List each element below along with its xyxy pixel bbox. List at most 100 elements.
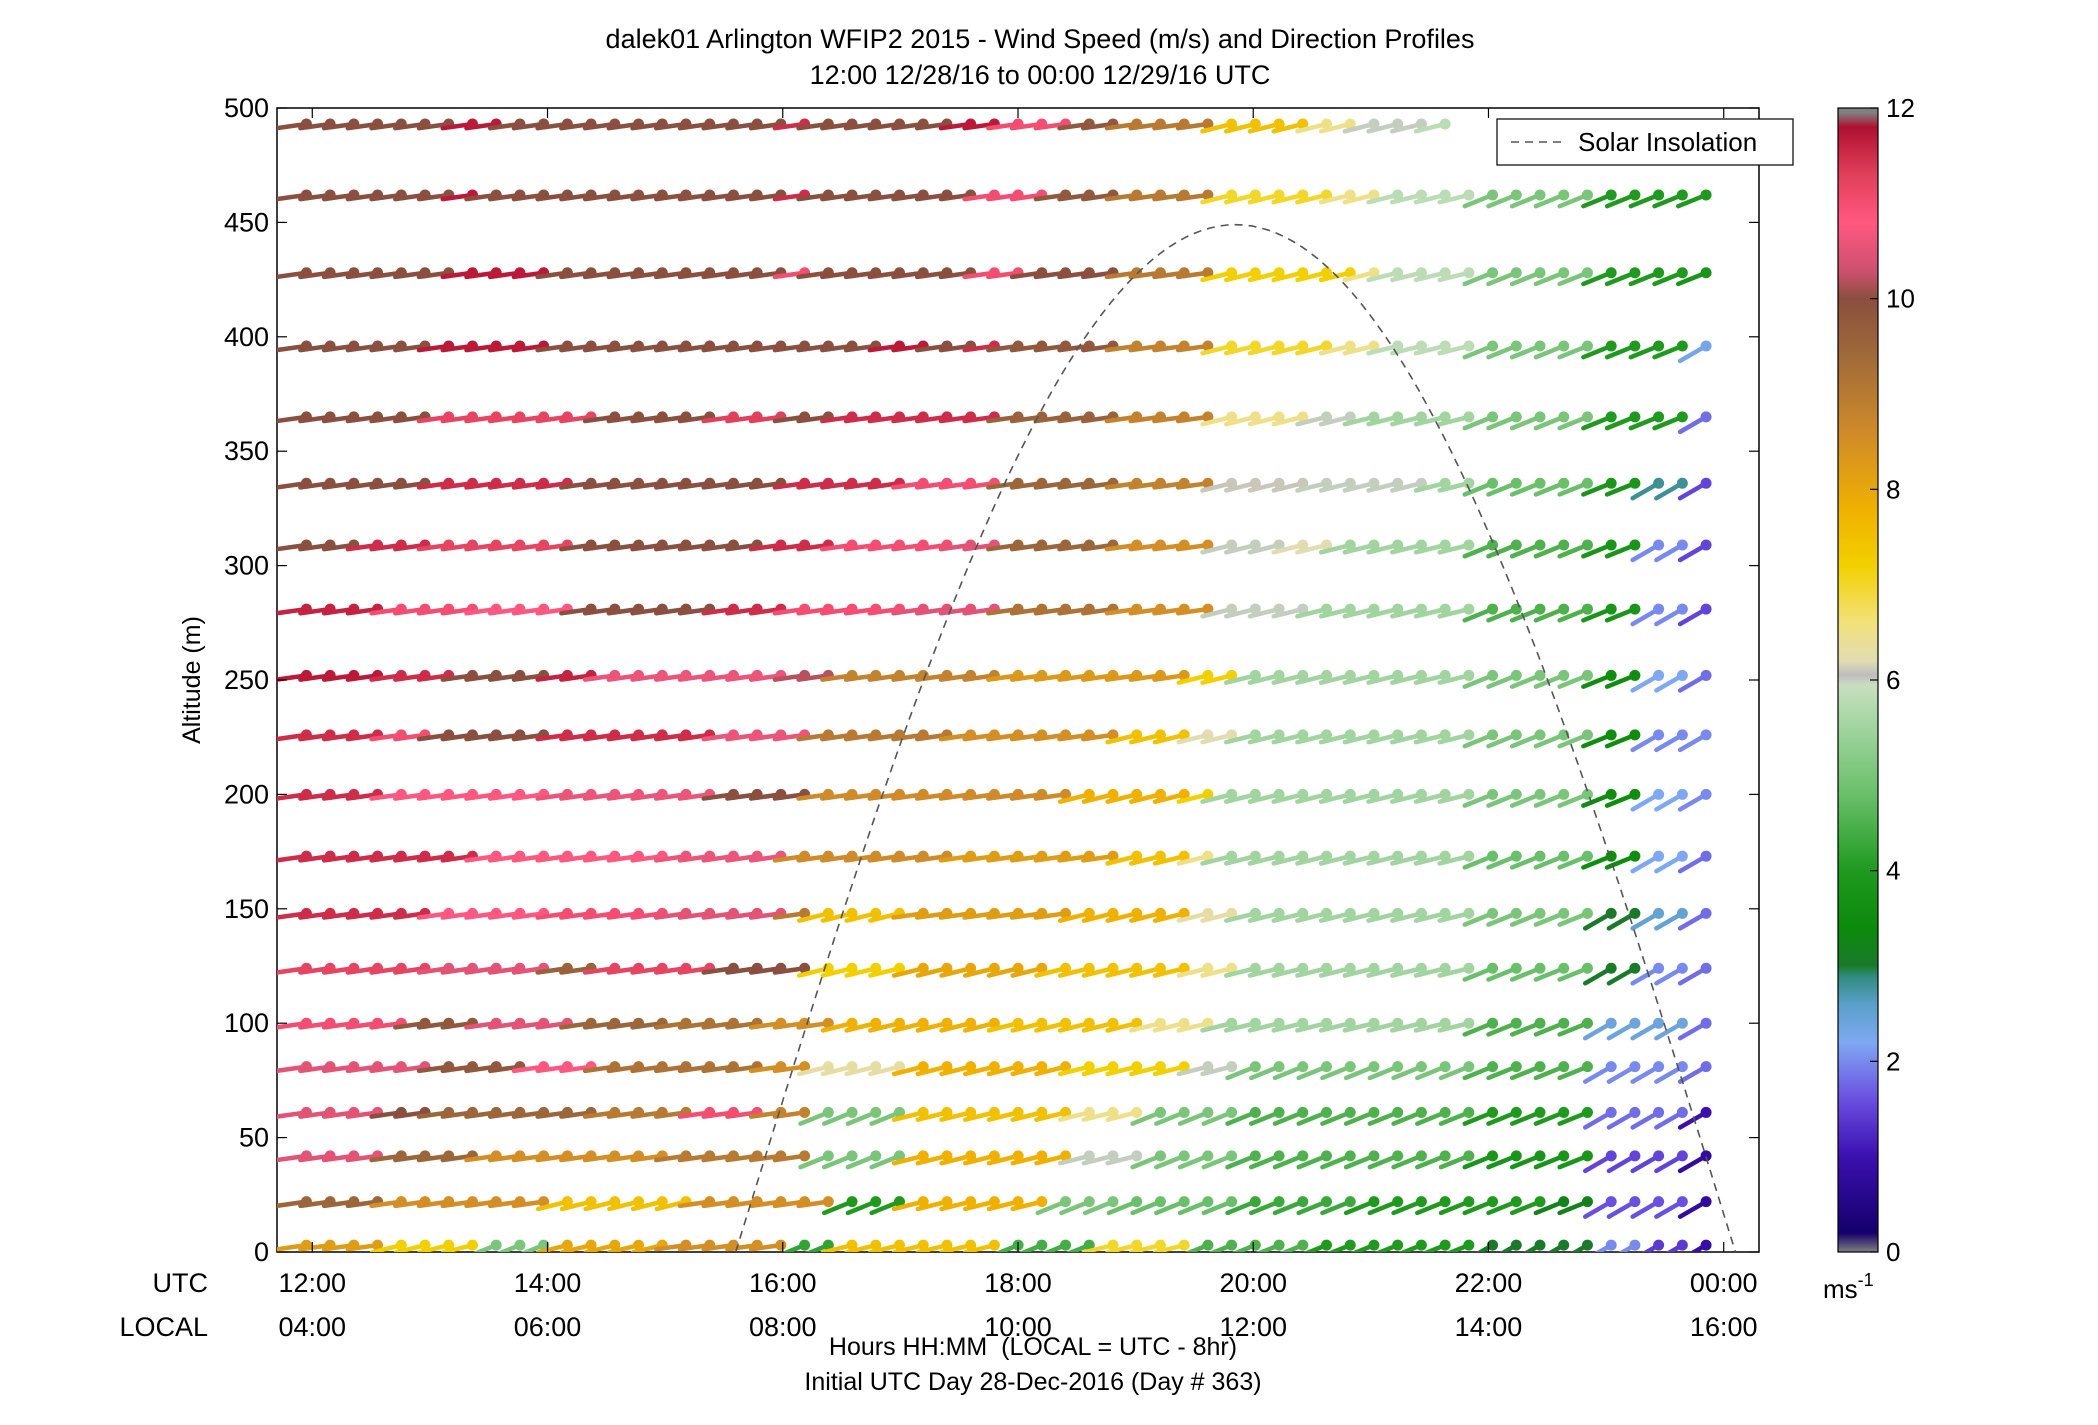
wind-barb-head	[1060, 1150, 1072, 1162]
wind-barb-head	[1439, 729, 1451, 741]
wind-barb-head	[1154, 1061, 1166, 1073]
wind-barb-head	[1154, 1106, 1166, 1118]
wind-barb-head	[609, 1239, 621, 1251]
wind-barb-head	[1202, 189, 1214, 201]
wind-barb-head	[490, 1239, 502, 1251]
wind-barb-head	[1700, 669, 1712, 681]
wind-barb-head	[1605, 1017, 1617, 1029]
wind-barb-head	[1629, 669, 1641, 681]
wind-barb-head	[1510, 603, 1522, 615]
wind-barb-head	[846, 1061, 858, 1073]
wind-barb-head	[1368, 788, 1380, 800]
wind-barb-head	[1131, 850, 1143, 862]
x-tick-label-local: 14:00	[1455, 1312, 1523, 1342]
wind-barb-head	[395, 1239, 407, 1251]
x-tick-label-local: 08:00	[749, 1312, 817, 1342]
wind-barb-head	[1510, 189, 1522, 201]
wind-barb-head	[1392, 1239, 1404, 1251]
wind-barb-head	[1321, 669, 1333, 681]
wind-barb-head	[1629, 411, 1641, 423]
x-tick-label-utc: 14:00	[514, 1268, 582, 1298]
wind-barb-head	[1415, 539, 1427, 551]
wind-barb-head	[1131, 788, 1143, 800]
wind-barb-head	[1321, 1061, 1333, 1073]
wind-barb-head	[1297, 411, 1309, 423]
wind-barb-head	[1392, 411, 1404, 423]
wind-barb-head	[1700, 962, 1712, 974]
wind-barb-head	[1344, 1017, 1356, 1029]
wind-barb-head	[1534, 850, 1546, 862]
wind-barb-head	[1534, 1106, 1546, 1118]
wind-barb-head	[1439, 1150, 1451, 1162]
wind-barb-head	[1463, 962, 1475, 974]
legend: Solar Insolation	[1496, 118, 1794, 166]
wind-barb-head	[1581, 1106, 1593, 1118]
wind-barb-head	[1558, 1017, 1570, 1029]
wind-barb-head	[917, 1106, 929, 1118]
wind-barb-head	[988, 1106, 1000, 1118]
wind-barb-head	[1653, 539, 1665, 551]
wind-barb-head	[1415, 603, 1427, 615]
wind-barb-head	[1534, 539, 1546, 551]
wind-barb-head	[1392, 729, 1404, 741]
wind-barb-head	[1534, 603, 1546, 615]
wind-barb-head	[1107, 788, 1119, 800]
wind-barb-head	[656, 1196, 668, 1208]
wind-barb-head	[1487, 1150, 1499, 1162]
wind-barb-head	[1676, 669, 1688, 681]
wind-barb-head	[1344, 603, 1356, 615]
wind-barb-head	[1581, 907, 1593, 919]
wind-barb-head	[1178, 669, 1190, 681]
wind-barb-head	[965, 962, 977, 974]
wind-barb-head	[1392, 962, 1404, 974]
wind-barb-head	[1653, 788, 1665, 800]
wind-barb-head	[1131, 729, 1143, 741]
y-tick-label: 500	[224, 93, 269, 123]
wind-barb-head	[1487, 539, 1499, 551]
colorbar-unit-exponent: -1	[1858, 1270, 1874, 1290]
wind-barb-head	[1131, 1196, 1143, 1208]
wind-barb-head	[1249, 1106, 1261, 1118]
wind-barb-head	[1060, 1061, 1072, 1073]
wind-barb-head	[1226, 1150, 1238, 1162]
wind-barb-head	[822, 1239, 834, 1251]
wind-barb-head	[1178, 1106, 1190, 1118]
wind-barb-head	[1392, 118, 1404, 130]
wind-barb-head	[870, 1106, 882, 1118]
wind-barb-head	[1558, 477, 1570, 489]
wind-barb-head	[870, 1061, 882, 1073]
wind-barb-head	[1344, 1150, 1356, 1162]
wind-barb-head	[1226, 267, 1238, 279]
wind-barb-head	[1368, 962, 1380, 974]
wind-barb-head	[1107, 907, 1119, 919]
wind-barb-head	[988, 1239, 1000, 1251]
wind-barb-head	[1368, 477, 1380, 489]
wind-barb-head	[1202, 669, 1214, 681]
wind-barb-head	[1344, 1106, 1356, 1118]
wind-barb-head	[1273, 1017, 1285, 1029]
wind-barb-head	[1487, 189, 1499, 201]
colorbar-tick-label: 2	[1886, 1046, 1900, 1076]
wind-barb-head	[1558, 850, 1570, 862]
wind-barb-head	[822, 907, 834, 919]
y-axis-ticks: 0 50 100 150 200 250 300 350 400 450 500	[224, 93, 1759, 1267]
colorbar-tick-label: 10	[1886, 284, 1915, 314]
legend-box	[1496, 118, 1794, 166]
wind-barb-head	[1060, 962, 1072, 974]
wind-barb-head	[1439, 539, 1451, 551]
wind-barb-head	[1558, 603, 1570, 615]
wind-barb-head	[1202, 267, 1214, 279]
wind-barb-head	[1700, 1106, 1712, 1118]
wind-barb-head	[1581, 539, 1593, 551]
wind-barb-head	[1534, 788, 1546, 800]
colorbar-tick-label: 8	[1886, 474, 1900, 504]
wind-barb-head	[1297, 189, 1309, 201]
wind-barb-head	[941, 1239, 953, 1251]
y-tick-label: 0	[254, 1237, 269, 1267]
wind-barb-head	[1368, 340, 1380, 352]
wind-barb-head	[1439, 850, 1451, 862]
wind-barb-head	[561, 1239, 573, 1251]
wind-barb-head	[1392, 340, 1404, 352]
wind-barb-head	[1510, 1239, 1522, 1251]
wind-barb-head	[870, 962, 882, 974]
